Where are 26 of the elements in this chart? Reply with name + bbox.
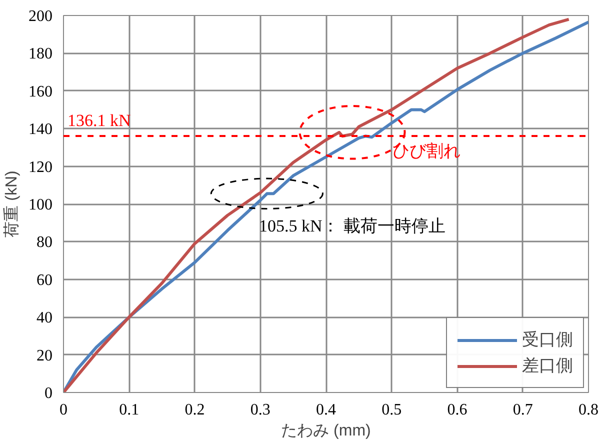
y-tick-label: 0 <box>44 385 52 402</box>
legend-label: 受口側 <box>522 329 573 351</box>
x-tick-label: 0.4 <box>316 402 336 418</box>
ref-line-label: 136.1 kN <box>68 110 131 130</box>
y-axis-title: 荷重 (kN) <box>2 170 20 238</box>
y-tick-label: 120 <box>28 158 52 176</box>
y-tick-label: 180 <box>28 46 52 63</box>
y-tick-label: 100 <box>28 196 52 214</box>
x-tick-label: 0.1 <box>119 402 140 418</box>
annotation: 105.5 kN： 載荷一時停止 <box>258 216 446 236</box>
x-axis-title: たわみ (mm) <box>281 422 371 440</box>
x-tick-label: 0.8 <box>578 402 598 418</box>
y-tick-label: 140 <box>28 121 52 138</box>
legend-label: 差口側 <box>522 355 573 377</box>
x-tick-label: 0 <box>60 402 68 418</box>
x-tick-label: 0.2 <box>184 402 205 418</box>
x-tick-label: 0.3 <box>250 402 270 418</box>
x-tick-label: 0.6 <box>447 402 468 418</box>
y-tick-label: 80 <box>36 234 52 252</box>
y-tick-label: 20 <box>36 347 52 364</box>
y-tick-label: 160 <box>28 83 52 100</box>
y-tick-label: 200 <box>28 8 52 25</box>
x-tick-label: 0.7 <box>512 402 533 418</box>
y-tick-label: 40 <box>36 310 52 327</box>
y-tick-label: 60 <box>36 272 52 289</box>
x-tick-label: 0.5 <box>382 402 402 418</box>
